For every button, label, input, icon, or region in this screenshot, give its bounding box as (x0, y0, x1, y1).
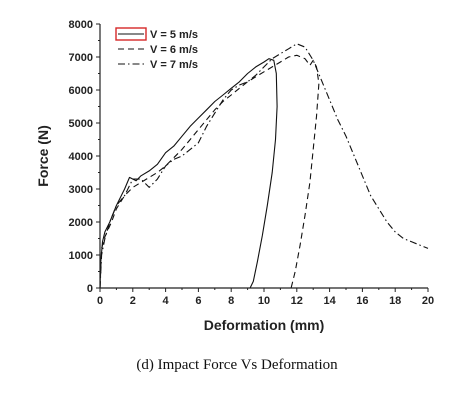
legend-label-2: V = 6 m/s (150, 44, 198, 56)
series-line-3 (99, 43, 429, 289)
x-tick-label: 6 (195, 295, 201, 307)
series-group (99, 43, 429, 289)
x-tick-label: 4 (163, 295, 170, 307)
y-tick-label: 8000 (69, 19, 93, 31)
legend: V = 5 m/s V = 6 m/s V = 7 m/s (115, 27, 198, 71)
y-tick-label: 3000 (69, 184, 93, 196)
legend-label-3: V = 7 m/s (150, 59, 198, 71)
y-tick-label: 2000 (69, 217, 93, 229)
y-tick-label: 6000 (69, 85, 93, 97)
x-axis-title: Deformation (mm) (204, 317, 325, 333)
x-tick-label: 18 (389, 295, 401, 307)
series-line-1 (99, 58, 278, 289)
x-tick-label: 20 (422, 295, 434, 307)
y-tick-label: 5000 (69, 118, 93, 130)
y-tick-label: 7000 (69, 52, 93, 64)
x-tick-label: 16 (356, 295, 368, 307)
x-tick-label: 14 (323, 295, 336, 307)
x-tick-label: 12 (291, 295, 303, 307)
x-tick-label: 8 (228, 295, 234, 307)
series-line-2 (99, 54, 320, 289)
figure-caption: (d) Impact Force Vs Deformation (136, 357, 338, 373)
y-tick-label: 0 (87, 283, 93, 295)
x-tick-label: 10 (258, 295, 270, 307)
y-tick-label: 4000 (69, 151, 93, 163)
y-axis-title: Force (N) (35, 125, 51, 186)
x-tick-label: 2 (130, 295, 136, 307)
axes: 0 2 4 6 8 10 12 14 16 18 20 0 1000 2000 3000 4000 5000 60… (69, 19, 435, 307)
y-tick-label: 1000 (69, 250, 93, 262)
legend-label-1: V = 5 m/s (150, 29, 198, 41)
legend-highlight-box (115, 27, 147, 41)
x-tick-label: 0 (97, 295, 103, 307)
